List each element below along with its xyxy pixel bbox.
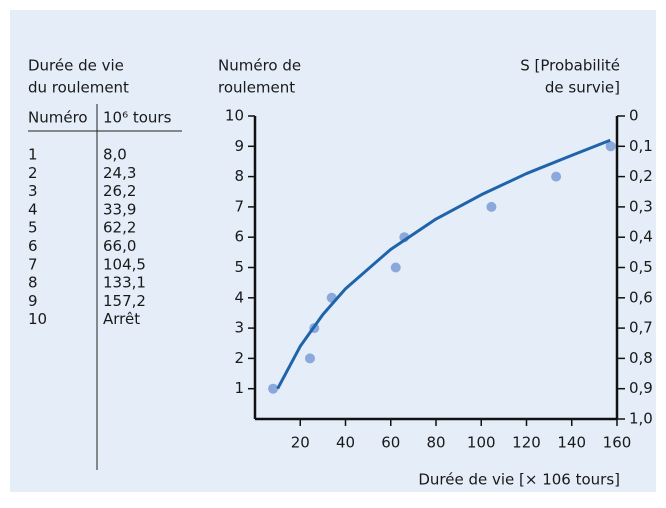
table-cell: 7: [28, 255, 38, 273]
point: [486, 201, 497, 212]
point: [390, 262, 401, 273]
panel: [10, 10, 656, 492]
table-cell: 4: [28, 200, 38, 218]
y-tick-label: 5: [234, 258, 244, 276]
table-header: 10⁶ tours: [103, 109, 172, 127]
table-cell: 8: [28, 274, 38, 292]
table-cell: 26,2: [103, 182, 136, 200]
table-cell: Arrêt: [103, 310, 140, 328]
x-tick-label: 120: [512, 434, 541, 452]
table-header: Numéro: [28, 109, 88, 127]
table-cell: 62,2: [103, 219, 136, 237]
table-title: Durée de vie: [28, 57, 124, 75]
y-axis-label: Numéro de: [218, 57, 301, 75]
x-tick-label: 140: [557, 434, 586, 452]
x-tick-label: 80: [426, 434, 445, 452]
y2-tick-label: 0,2: [629, 167, 653, 185]
y2-tick-label: 0,7: [629, 319, 653, 337]
table-cell: 104,5: [103, 255, 146, 273]
y-axis-label: roulement: [218, 79, 295, 97]
x-tick-label: 20: [291, 434, 310, 452]
x-tick-label: 40: [336, 434, 355, 452]
x-tick-label: 60: [381, 434, 400, 452]
y-tick-label: 6: [234, 228, 244, 246]
y2-tick-label: 0,5: [629, 258, 653, 276]
table-cell: 5: [28, 219, 38, 237]
point: [605, 141, 616, 152]
table-cell: 33,9: [103, 200, 136, 218]
point: [551, 171, 562, 182]
y-tick-label: 1: [234, 379, 244, 397]
table-cell: 9: [28, 292, 38, 310]
table-cell: 6: [28, 237, 38, 255]
y-tick-label: 2: [234, 349, 244, 367]
x-axis-label: Durée de vie [× 106 tours]: [418, 471, 620, 489]
y-tick-label: 8: [234, 167, 244, 185]
y-tick-label: 4: [234, 288, 244, 306]
table-cell: 133,1: [103, 274, 146, 292]
table-title: du roulement: [28, 79, 129, 97]
y2-tick-label: 1,0: [629, 410, 653, 428]
x-tick-label: 100: [467, 434, 496, 452]
y-tick-label: 10: [225, 107, 244, 125]
y-tick-label: 7: [234, 197, 244, 215]
y2-tick-label: 0,1: [629, 137, 653, 155]
x-tick-label: 160: [603, 434, 632, 452]
y-tick-label: 9: [234, 137, 244, 155]
table-cell: 10: [28, 310, 47, 328]
curve: [276, 138, 611, 390]
y2-tick-label: 0,4: [629, 228, 653, 246]
y2-axis-label: S [Probabilité: [520, 57, 620, 75]
table-cell: 66,0: [103, 237, 136, 255]
y2-tick-label: 0,9: [629, 379, 653, 397]
table-cell: 2: [28, 164, 38, 182]
table-cell: 3: [28, 182, 38, 200]
y2-tick-label: 0,8: [629, 349, 653, 367]
y2-tick-label: 0: [629, 107, 639, 125]
y2-axis-label: de survie]: [545, 79, 620, 97]
point: [304, 353, 315, 364]
y2-tick-label: 0,6: [629, 288, 653, 306]
table-cell: 8,0: [103, 146, 127, 164]
y2-tick-label: 0,3: [629, 197, 653, 215]
point: [268, 383, 279, 394]
table-cell: 1: [28, 146, 38, 164]
table-cell: 157,2: [103, 292, 146, 310]
table-cell: 24,3: [103, 164, 136, 182]
y-tick-label: 3: [234, 319, 244, 337]
